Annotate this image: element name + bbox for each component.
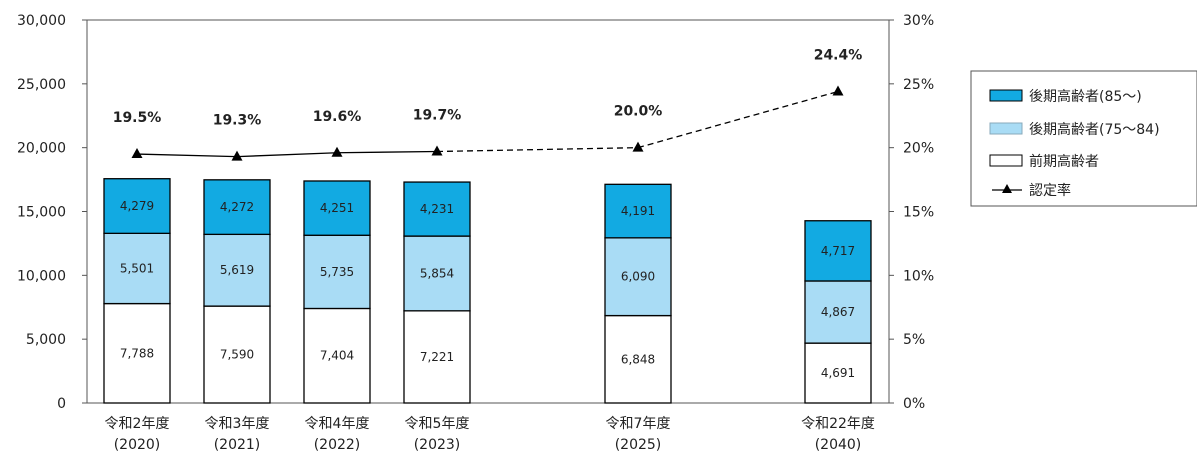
bar-value-label: 5,735 (320, 265, 354, 279)
rate-line-segment (336, 150, 438, 154)
bar-value-label: 6,848 (621, 352, 655, 366)
x-category-year: (2023) (414, 437, 461, 453)
y2-tick-label: 30% (903, 13, 934, 29)
bar-segment-75-84 (103, 232, 171, 305)
x-category-label: 令和4年度 (305, 416, 370, 432)
y-tick-label: 20,000 (17, 141, 66, 157)
rate-line-segment-projected (436, 147, 639, 153)
bar-segment-85plus (403, 181, 471, 237)
bar-value-label: 4,717 (821, 244, 855, 258)
x-category-year: (2021) (214, 437, 261, 453)
bar-value-label: 5,854 (420, 266, 454, 280)
bar-segment-85plus (604, 183, 672, 239)
rate-label: 19.3% (213, 113, 262, 129)
legend-label-early-elderly: 前期高齢者 (1029, 153, 1099, 170)
bar-value-label: 4,691 (821, 366, 855, 380)
rate-label: 19.5% (113, 110, 162, 126)
rate-label: 20.0% (614, 104, 663, 120)
rate-line: 19.5% 19.3% 19.6% 19.7% 20.0% 24.4% (113, 47, 863, 161)
bar-segment-85plus (203, 179, 271, 236)
bar-segment-75-84 (403, 235, 471, 312)
legend-label-75-84: 後期高齢者(75〜84) (1029, 121, 1160, 138)
bar-segment-85plus (804, 220, 872, 282)
bar-value-label: 6,090 (621, 270, 655, 284)
bar-value-label: 4,279 (120, 199, 154, 213)
y-tick-label: 25,000 (17, 77, 66, 93)
legend-swatch-75-84 (989, 122, 1023, 135)
y2-tick-label: 25% (903, 77, 934, 93)
legend-swatch-85plus (989, 89, 1023, 102)
bar-value-label: 7,590 (220, 348, 254, 362)
y-tick-label: 5,000 (26, 332, 66, 348)
y2-tick-label: 5% (903, 332, 925, 348)
y2-tick-label: 15% (903, 205, 934, 221)
y-axis-right: 0% 5% 10% 15% 20% 25% 30% (889, 13, 934, 412)
rate-marker (832, 85, 844, 96)
bar-value-label: 7,404 (320, 349, 354, 363)
x-category-label: 令和5年度 (405, 416, 470, 432)
rate-marker (131, 148, 143, 159)
y-tick-label: 30,000 (17, 13, 66, 29)
bar-segment-75-84 (604, 237, 672, 317)
bar-value-label: 4,251 (320, 201, 354, 215)
bar-segment-early-elderly (203, 305, 271, 404)
x-category-year: (2020) (114, 437, 161, 453)
y2-tick-label: 0% (903, 396, 925, 412)
y-tick-label: 0 (57, 396, 66, 412)
x-category-year: (2025) (615, 437, 662, 453)
bar-value-label: 5,501 (120, 261, 154, 275)
bar-value-label: 5,619 (220, 263, 254, 277)
x-category-year: (2022) (314, 437, 361, 453)
bar-value-label: 4,867 (821, 305, 855, 319)
rate-line-segment (236, 152, 338, 158)
rate-label: 19.6% (313, 109, 362, 125)
bar-segment-75-84 (303, 234, 371, 310)
y-tick-label: 10,000 (17, 268, 66, 284)
x-axis-categories: 令和2年度 (2020) 令和3年度 (2021) 令和4年度 (2022) 令和5年度 (2… (105, 416, 875, 453)
x-category-label: 令和7年度 (606, 416, 671, 432)
rate-label: 19.7% (413, 107, 462, 123)
y2-tick-label: 20% (903, 141, 934, 157)
legend-label-85plus: 後期高齢者(85〜) (1029, 88, 1142, 105)
bar-segment-75-84 (804, 280, 872, 344)
bar-segment-85plus (303, 180, 371, 236)
rate-line-segment-projected (637, 90, 839, 149)
rate-marker (231, 150, 243, 161)
x-category-year: (2040) (815, 437, 862, 453)
legend-label-rate: 認定率 (1029, 182, 1071, 199)
x-category-label: 令和22年度 (801, 416, 875, 432)
rate-marker (331, 146, 343, 157)
bar-value-label: 7,788 (120, 346, 154, 360)
bars: 7,788 5,501 4,279 7,590 5,619 4,272 7,404 5,735… (103, 178, 872, 404)
rate-marker (632, 141, 644, 152)
legend-marker-rate (1002, 184, 1012, 193)
legend-swatch-early-elderly (989, 154, 1023, 167)
rate-line-segment (136, 153, 238, 158)
x-category-label: 令和2年度 (105, 416, 170, 432)
bar-segment-early-elderly (103, 302, 171, 404)
bar-value-label: 4,272 (220, 200, 254, 214)
bar-segment-85plus (103, 178, 171, 234)
rate-label: 24.4% (814, 47, 863, 63)
legend: 後期高齢者(85〜) 後期高齢者(75〜84) 前期高齢者 認定率 (970, 70, 1197, 207)
bar-segment-early-elderly (403, 310, 471, 404)
y-axis-left: 0 5,000 10,000 15,000 20,000 25,000 30,000 (17, 13, 87, 412)
bar-value-label: 7,221 (420, 350, 454, 364)
rate-marker (431, 145, 443, 156)
y-tick-label: 15,000 (17, 205, 66, 221)
x-category-label: 令和3年度 (205, 416, 270, 432)
bar-value-label: 4,191 (621, 204, 655, 218)
y2-tick-label: 10% (903, 268, 934, 284)
bar-value-label: 4,231 (420, 202, 454, 216)
